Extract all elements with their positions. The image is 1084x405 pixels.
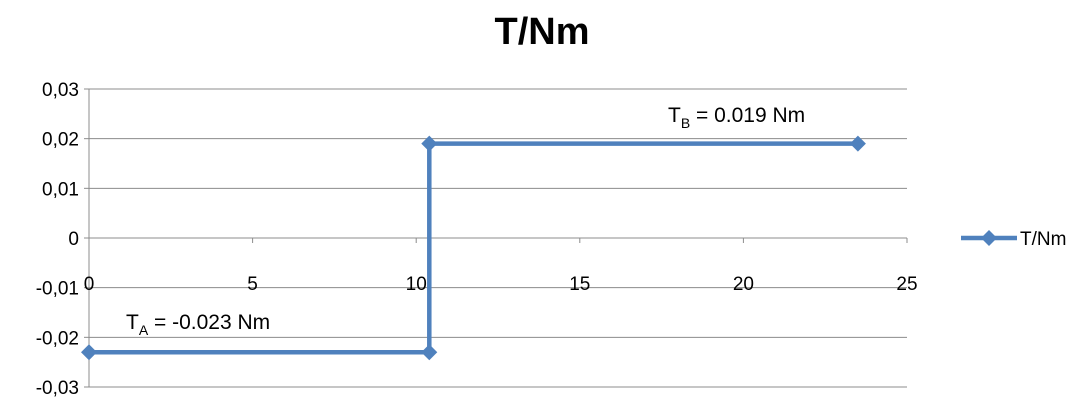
x-tick-label: 5: [247, 274, 258, 295]
data-point: [81, 344, 97, 361]
grid-lines: [89, 88, 907, 388]
x-tick-label: 25: [896, 274, 917, 295]
x-tick-label: 15: [569, 274, 590, 295]
x-tick-label: 10: [406, 274, 427, 295]
axes: [84, 88, 908, 388]
y-tick-label: 0,03: [42, 80, 79, 101]
y-tick-label: 0,02: [42, 130, 79, 151]
annotations: TA = -0.023 Nm TB = 0.019 Nm: [126, 104, 805, 338]
y-tick-label: -0,03: [36, 378, 79, 399]
y-tick-label: 0: [68, 229, 79, 250]
data-point: [849, 135, 866, 152]
annotation-tb: TB = 0.019 Nm: [668, 104, 805, 131]
y-tick-label: -0,01: [36, 279, 79, 300]
data-point: [421, 135, 438, 152]
legend-label: T/Nm: [1020, 229, 1066, 250]
y-axis-tick-labels: 0,03 0,02 0,01 0 -0,01 -0,02 -0,03: [36, 80, 79, 399]
x-tick-label: 20: [733, 274, 754, 295]
series-line: [89, 141, 858, 355]
legend-marker: [981, 230, 997, 246]
series-t-nm: [81, 135, 866, 361]
data-point: [421, 344, 438, 361]
annotation-ta: TA = -0.023 Nm: [126, 311, 270, 338]
x-axis-tick-labels: 0 5 10 15 20 25: [84, 274, 918, 295]
y-tick-label: -0,02: [36, 328, 79, 349]
legend: T/Nm: [961, 229, 1066, 250]
x-tick-label: 0: [84, 274, 95, 295]
y-tick-label: 0,01: [42, 179, 79, 200]
chart-title: T/Nm: [495, 11, 590, 53]
